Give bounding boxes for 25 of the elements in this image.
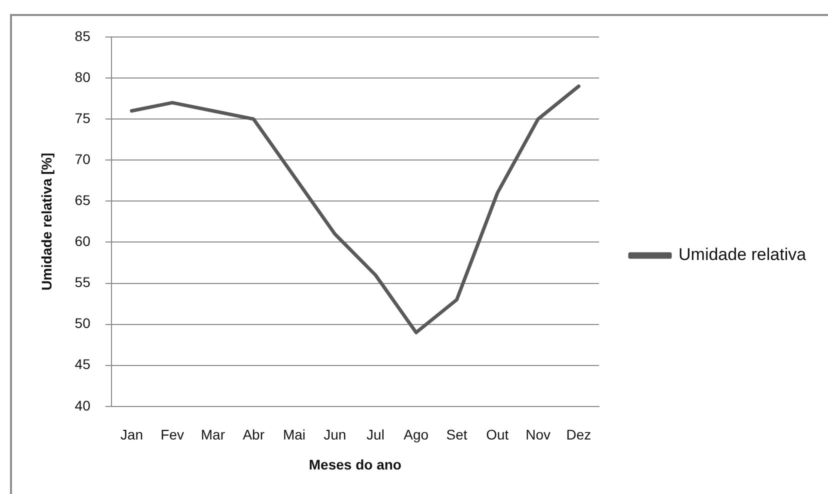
y-tick-label: 80	[74, 68, 91, 85]
y-tick-label: 70	[74, 150, 91, 167]
y-tick-label: 40	[74, 397, 91, 414]
y-tick-label: 65	[74, 192, 91, 208]
x-tick-label: Jul	[366, 426, 384, 443]
x-tick-label: Jan	[120, 426, 143, 443]
legend-label: Umidade relativa	[678, 245, 807, 264]
y-tick-label: 45	[74, 356, 91, 372]
y-tick-label: 55	[74, 274, 91, 290]
x-tick-label: Ago	[404, 426, 429, 443]
x-tick-label: Abr	[242, 426, 265, 443]
x-tick-label: Fev	[160, 426, 184, 443]
x-tick-label: Mai	[282, 426, 306, 443]
x-tick-label: Set	[446, 426, 468, 443]
x-tick-label: Out	[486, 426, 509, 443]
x-axis-title: Meses do ano	[308, 456, 402, 472]
y-tick-label: 75	[74, 110, 91, 126]
x-tick-label: Mar	[200, 426, 226, 443]
y-tick-label: 60	[74, 233, 91, 250]
y-axis-title: Umidade relativa [%]	[38, 152, 54, 291]
x-tick-label: Dez	[566, 426, 592, 443]
x-tick-label: Jun	[324, 426, 346, 443]
x-tick-label: Nov	[526, 426, 550, 443]
y-tick-label: 85	[74, 28, 91, 44]
y-tick-label: 50	[74, 315, 91, 332]
